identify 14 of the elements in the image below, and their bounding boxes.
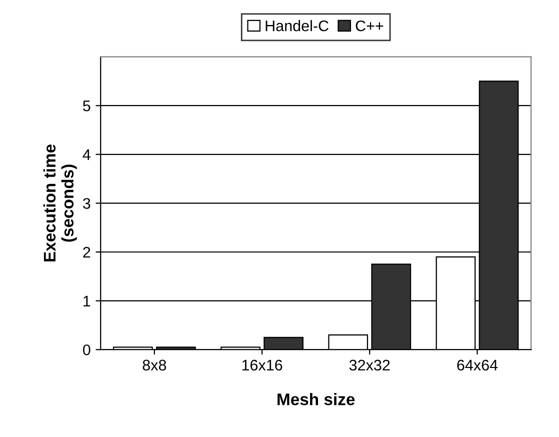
legend-label: Handel-C bbox=[266, 20, 328, 32]
y-tick-label: 0 bbox=[83, 344, 90, 356]
y-tick-label: 5 bbox=[83, 100, 90, 112]
legend-label: C++ bbox=[356, 20, 384, 32]
y-tick-label: 3 bbox=[82, 198, 90, 209]
x-axis-title: Mesh size bbox=[278, 393, 355, 406]
y-tick-label: 1 bbox=[84, 296, 90, 306]
y-tick-label: 2 bbox=[83, 246, 90, 258]
x-tick-label: 64x64 bbox=[457, 360, 498, 371]
y-axis-title: Execution time (seconds) bbox=[43, 144, 77, 262]
x-tick-label: 32x32 bbox=[349, 360, 390, 371]
y-tick-label: 4 bbox=[82, 149, 90, 160]
x-tick-label: 8x8 bbox=[142, 360, 166, 371]
x-tick-label: 16x16 bbox=[242, 360, 282, 371]
